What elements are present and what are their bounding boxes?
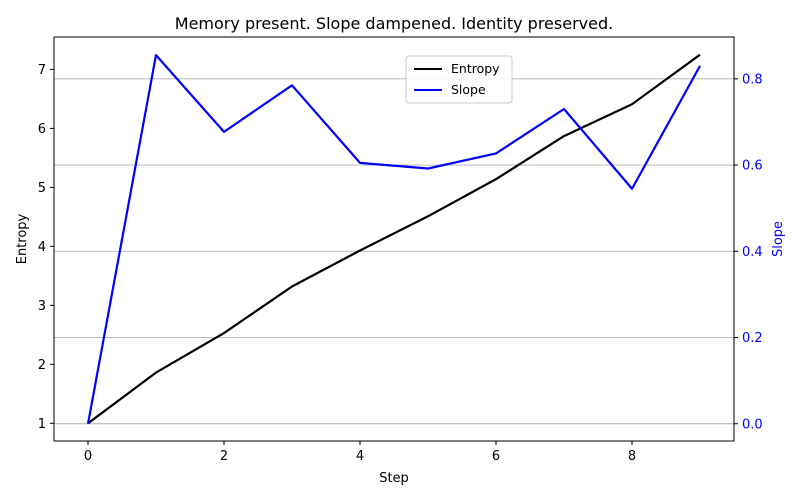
series-lines: [86, 53, 701, 425]
y-tick-label: 5: [38, 181, 46, 196]
y2-tick-label: 0.8: [742, 72, 763, 87]
x-axis: 0 2 4 6 8: [84, 441, 636, 464]
x-axis-label: Step: [379, 471, 409, 486]
y2-tick-label: 0.6: [742, 159, 763, 174]
y-tick-label: 3: [38, 299, 46, 314]
y-axis-label: Entropy: [15, 213, 30, 264]
chart-title: Memory present. Slope dampened. Identity…: [175, 14, 613, 33]
y-tick-label: 2: [38, 358, 46, 373]
left-y-axis: 1 2 3 4 5 6 7: [38, 63, 54, 432]
y2-axis-label: Slope: [771, 221, 786, 257]
y-tick-label: 1: [38, 417, 46, 432]
y-tick-label: 4: [38, 240, 46, 255]
legend-box: [405, 55, 513, 104]
plot-frame: [53, 36, 735, 442]
x-tick-label: 0: [84, 449, 92, 464]
y-tick-label: 7: [38, 63, 46, 78]
right-y-axis: 0.0 0.2 0.4 0.6 0.8: [734, 72, 763, 432]
x-tick-label: 2: [220, 449, 228, 464]
series-line-slope: [86, 54, 701, 424]
x-tick-label: 6: [492, 449, 500, 464]
legend-label-entropy: Entropy: [451, 61, 500, 76]
y2-tick-label: 0.0: [742, 417, 763, 432]
legend-label-slope: Slope: [451, 82, 486, 97]
x-tick-label: 8: [628, 449, 636, 464]
x-tick-label: 4: [356, 449, 364, 464]
y-tick-label: 6: [38, 122, 46, 137]
y2-tick-label: 0.4: [742, 245, 763, 260]
y2-tick-label: 0.2: [742, 331, 763, 346]
series-line-entropy: [87, 53, 701, 425]
grid-lines: [54, 78, 734, 425]
legend: Entropy Slope: [405, 55, 513, 104]
